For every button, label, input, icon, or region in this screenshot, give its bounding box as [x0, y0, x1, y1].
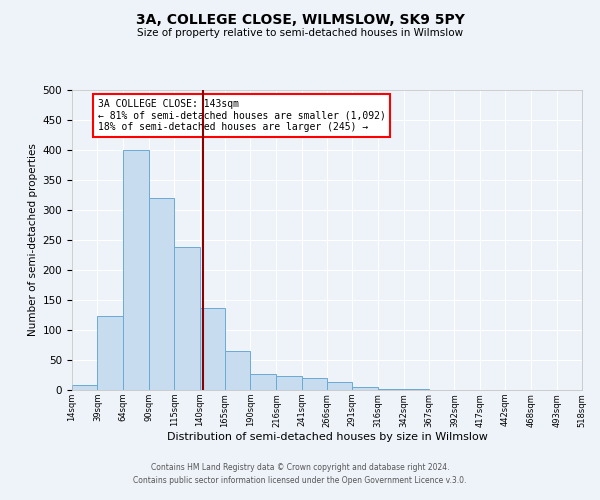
Bar [225, 351, 250, 390]
Bar [352, 387, 377, 390]
Bar [250, 374, 277, 390]
Bar [122, 150, 149, 390]
Text: 3A COLLEGE CLOSE: 143sqm
← 81% of semi-detached houses are smaller (1,092)
18% o: 3A COLLEGE CLOSE: 143sqm ← 81% of semi-d… [97, 99, 385, 132]
Bar [277, 376, 302, 390]
Text: Contains public sector information licensed under the Open Government Licence v.: Contains public sector information licen… [133, 476, 467, 485]
Bar [174, 247, 199, 390]
Bar [199, 308, 225, 390]
Bar [377, 389, 404, 390]
Text: Size of property relative to semi-detached houses in Wilmslow: Size of property relative to semi-detach… [137, 28, 463, 38]
Bar [302, 378, 327, 390]
Bar [149, 198, 174, 390]
Text: 3A, COLLEGE CLOSE, WILMSLOW, SK9 5PY: 3A, COLLEGE CLOSE, WILMSLOW, SK9 5PY [136, 12, 464, 26]
X-axis label: Distribution of semi-detached houses by size in Wilmslow: Distribution of semi-detached houses by … [167, 432, 487, 442]
Y-axis label: Number of semi-detached properties: Number of semi-detached properties [28, 144, 38, 336]
Bar [327, 382, 352, 390]
Bar [72, 385, 97, 390]
Text: Contains HM Land Registry data © Crown copyright and database right 2024.: Contains HM Land Registry data © Crown c… [151, 464, 449, 472]
Bar [97, 316, 122, 390]
